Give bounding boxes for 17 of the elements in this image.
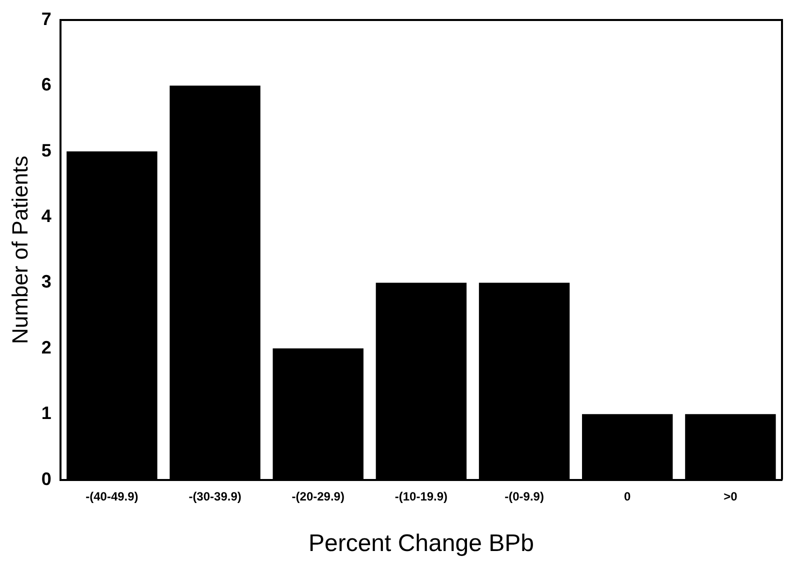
x-tick-label: -(20-29.9) xyxy=(292,489,344,504)
y-tick-label: 1 xyxy=(41,403,52,424)
y-tick-label: 3 xyxy=(41,272,52,292)
x-axis-title: Percent Change BPb xyxy=(308,530,534,558)
x-tick-label: -(0-9.9) xyxy=(504,489,544,504)
y-tick-label: 4 xyxy=(41,206,52,226)
y-tick-label: 0 xyxy=(41,468,52,489)
x-tick-label: -(10-19.9) xyxy=(394,489,448,504)
y-tick-label: 6 xyxy=(41,74,52,95)
y-axis-title: Number of Patients xyxy=(7,156,32,344)
y-tick-label: 5 xyxy=(41,140,52,160)
x-tick-label: 0 xyxy=(624,489,632,504)
x-tick-label: -(30-39.9) xyxy=(188,489,242,504)
x-tick-label: >0 xyxy=(724,489,738,504)
y-tick-label: 2 xyxy=(41,337,52,358)
y-tick-label: 7 xyxy=(41,8,52,29)
x-tick-label: -(40-49.9) xyxy=(86,489,138,504)
